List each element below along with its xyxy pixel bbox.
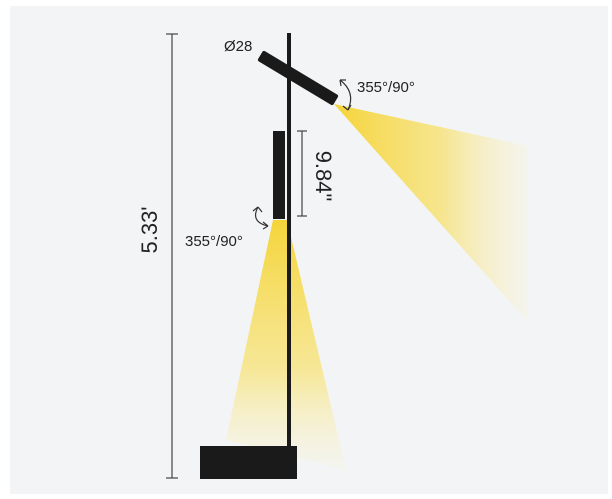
upper-lamp-head xyxy=(257,50,339,106)
lower-rotation-label: 355°/90° xyxy=(185,233,243,250)
head-length-label: 9.84" xyxy=(311,151,336,202)
upper-light-beam xyxy=(334,104,528,322)
diameter-label: Ø28 xyxy=(224,38,252,55)
upper-rotation-label: 355°/90° xyxy=(357,79,415,96)
head-length-dimension-line xyxy=(297,130,307,217)
height-dimension-line xyxy=(166,33,178,479)
upper-rotation-arrow-icon xyxy=(339,79,352,111)
lower-light-beam xyxy=(226,220,346,470)
lower-lamp-head xyxy=(273,131,285,219)
lamp-pole xyxy=(287,33,291,448)
lower-rotation-arrow-icon xyxy=(252,206,269,230)
total-height-label: 5.33' xyxy=(137,206,162,253)
lamp-base xyxy=(200,446,297,479)
